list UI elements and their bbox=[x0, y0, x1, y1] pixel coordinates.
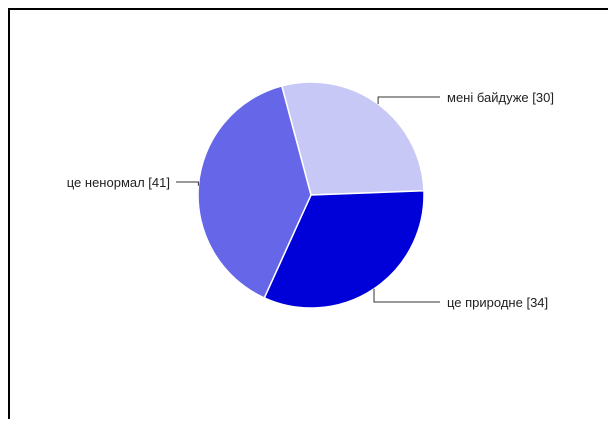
slice-label-2: це природне [34] bbox=[447, 295, 548, 310]
pie-slice-3 bbox=[197, 84, 312, 299]
leader-line-3 bbox=[176, 181, 199, 186]
leader-line-2 bbox=[373, 288, 440, 303]
slice-label-1: мені байдуже [30] bbox=[447, 90, 554, 105]
labels-layer: мені байдуже [30] це природне [34] це нено… bbox=[67, 90, 554, 310]
chart-border bbox=[8, 8, 608, 419]
leader-line-1 bbox=[377, 96, 440, 105]
pie-slice-1 bbox=[280, 81, 425, 196]
slices-layer bbox=[197, 81, 425, 309]
slice-label-3: це ненормал [41] bbox=[67, 175, 170, 190]
